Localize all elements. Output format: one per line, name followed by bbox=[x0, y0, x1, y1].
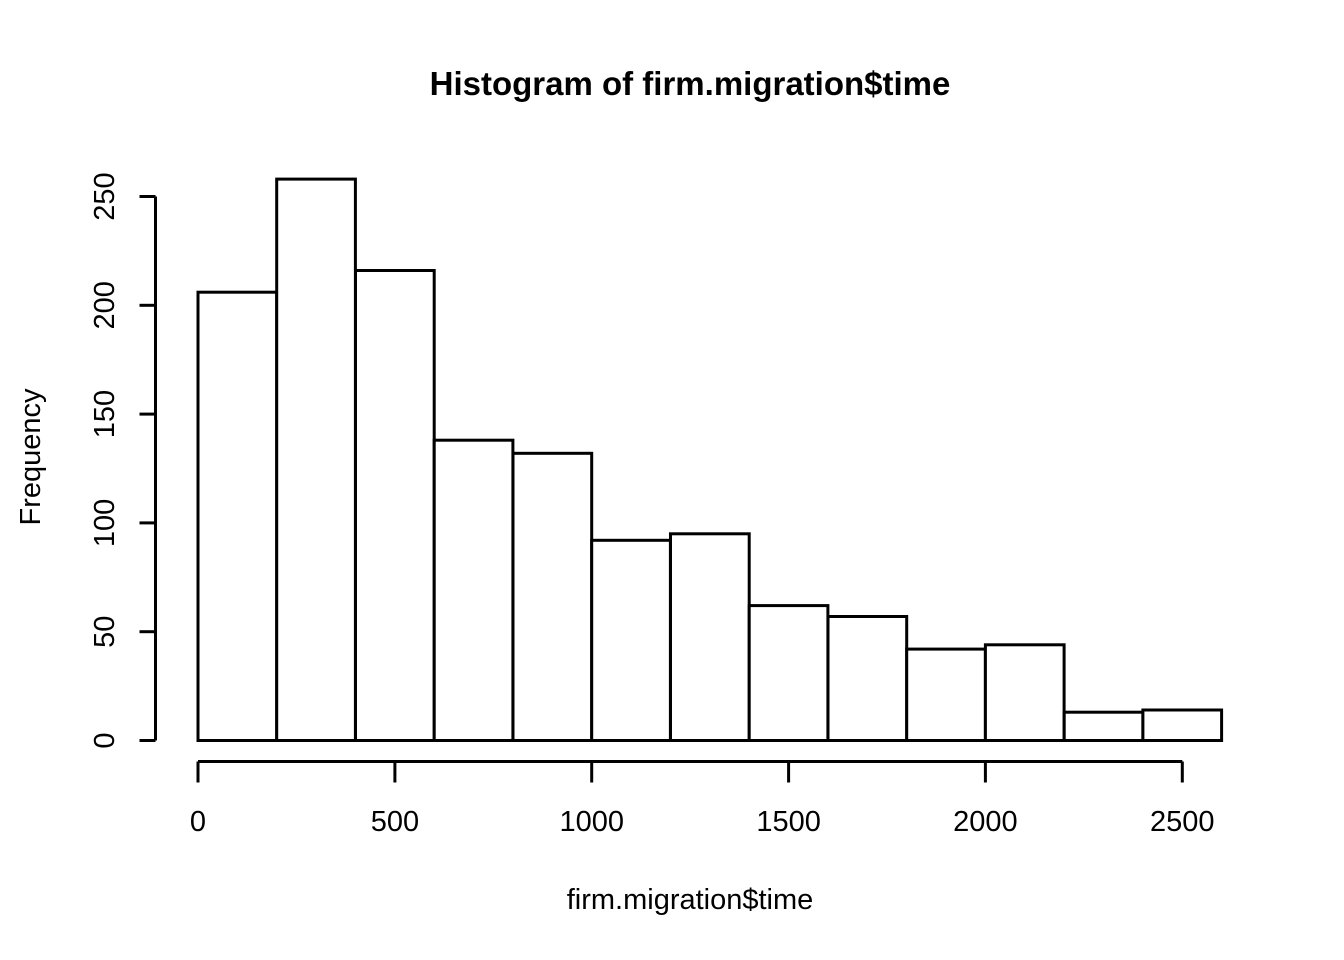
chart-title: Histogram of firm.migration$time bbox=[430, 65, 951, 102]
x-axis-tick-label: 0 bbox=[190, 806, 206, 838]
histogram-bar bbox=[1062, 710, 1145, 743]
y-axis-tick-label: 200 bbox=[89, 281, 121, 329]
x-axis-tick-label: 1500 bbox=[756, 806, 821, 838]
histogram-bar bbox=[826, 615, 909, 742]
x-axis-tick-label: 1000 bbox=[559, 806, 624, 838]
histogram-bar bbox=[1141, 708, 1224, 742]
histogram-bar bbox=[275, 177, 357, 743]
x-axis-tick-label: 2000 bbox=[953, 806, 1018, 838]
histogram-bar bbox=[590, 538, 672, 742]
histogram-bar bbox=[669, 532, 751, 742]
y-axis-title: Frequency bbox=[15, 388, 47, 526]
x-axis: 0 500 1000 1500 2000 2500 bbox=[190, 760, 1215, 838]
histogram-bar bbox=[983, 643, 1066, 742]
x-axis-tick-label: 2500 bbox=[1150, 806, 1215, 838]
y-axis-tick-label: 150 bbox=[89, 390, 121, 438]
histogram-bar bbox=[905, 647, 987, 742]
x-axis-tick-label: 500 bbox=[371, 806, 419, 838]
y-axis: 0 50 100 150 200 250 bbox=[89, 172, 157, 749]
y-axis-tick-label: 100 bbox=[89, 499, 121, 547]
y-axis-tick-label: 0 bbox=[89, 732, 121, 748]
histogram-bars bbox=[196, 177, 1224, 743]
y-axis-tick-label: 50 bbox=[89, 616, 121, 648]
histogram-bar bbox=[511, 451, 594, 742]
histogram-bar bbox=[196, 290, 279, 742]
histogram-bar bbox=[432, 438, 515, 742]
histogram-bar bbox=[354, 269, 436, 742]
histogram-bar bbox=[747, 604, 830, 742]
y-axis-tick-label: 250 bbox=[89, 172, 121, 220]
x-axis-title: firm.migration$time bbox=[567, 884, 814, 916]
